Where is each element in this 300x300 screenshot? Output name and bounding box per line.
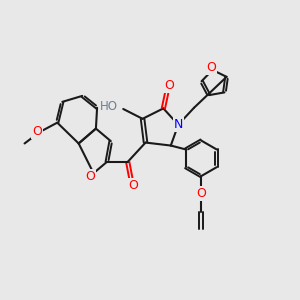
Text: O: O bbox=[128, 178, 138, 192]
Text: O: O bbox=[206, 61, 216, 74]
Text: O: O bbox=[32, 125, 42, 138]
Text: O: O bbox=[196, 188, 206, 200]
Text: O: O bbox=[164, 79, 174, 92]
Text: HO: HO bbox=[100, 100, 118, 112]
Text: O: O bbox=[85, 170, 95, 183]
Text: N: N bbox=[173, 118, 183, 130]
